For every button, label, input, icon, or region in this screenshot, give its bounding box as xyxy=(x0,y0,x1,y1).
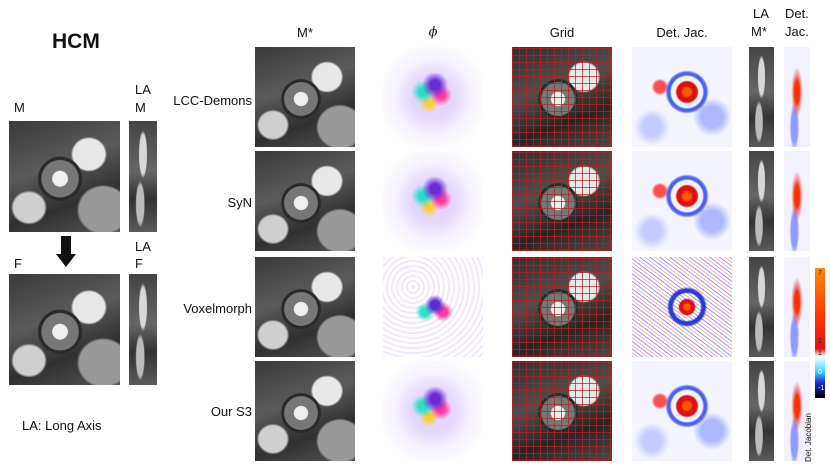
column-header-la-det-line1: Det. xyxy=(785,6,809,21)
column-header-grid: Grid xyxy=(549,25,575,40)
moving-image xyxy=(9,121,120,232)
column-header-warped: M* xyxy=(297,25,313,40)
column-header-la-warped-line2: M* xyxy=(751,24,767,39)
row4-det-jac-image xyxy=(632,361,732,461)
row4-la-warped-image xyxy=(749,361,774,461)
row1-la-warped-image xyxy=(749,47,774,147)
figure-title: HCM xyxy=(52,30,100,53)
fixed-image xyxy=(9,274,120,385)
row1-grid-image xyxy=(512,47,612,147)
row3-warped-image xyxy=(255,257,355,357)
row3-grid-image xyxy=(512,257,612,357)
row-label-our-s3: Our S3 xyxy=(210,404,252,419)
det-jacobian-colorbar xyxy=(815,268,825,398)
moving-label: M xyxy=(14,100,25,115)
row1-phi-image xyxy=(383,47,483,147)
colorbar-tick-7: 7 xyxy=(818,270,822,277)
la-fixed-label-line1: LA xyxy=(135,239,151,254)
column-header-det-jac: Det. Jac. xyxy=(656,25,708,40)
row2-warped-image xyxy=(255,151,355,251)
row4-warped-image xyxy=(255,361,355,461)
column-header-phi: ϕ xyxy=(428,25,438,40)
row-label-lcc-demons: LCC-Demons xyxy=(173,93,252,108)
colorbar-tick-1: 1 xyxy=(818,350,822,357)
row1-warped-image xyxy=(255,47,355,147)
la-moving-label-line1: LA xyxy=(135,82,151,97)
row2-phi-image xyxy=(383,151,483,251)
la-fixed-label-line2: F xyxy=(135,256,143,271)
row4-phi-image xyxy=(383,361,483,461)
row-label-syn: SyN xyxy=(227,195,252,210)
column-header-la-warped-line1: LA xyxy=(753,6,769,21)
footnote: LA: Long Axis xyxy=(22,418,102,433)
row2-la-warped-image xyxy=(749,151,774,251)
row2-det-jac-image xyxy=(632,151,732,251)
colorbar-tick-0: 0 xyxy=(818,369,822,376)
row4-la-det-image xyxy=(784,361,810,461)
la-fixed-image xyxy=(129,274,157,385)
row2-grid-image xyxy=(512,151,612,251)
la-moving-label-line2: M xyxy=(135,100,146,115)
colorbar-tick-2: 2 xyxy=(818,338,822,345)
colorbar-tick-neg1: -1 xyxy=(818,385,825,392)
colorbar-label: Det. Jacobian xyxy=(804,413,813,462)
fixed-label: F xyxy=(14,256,22,271)
row3-det-jac-image xyxy=(632,257,732,357)
arrow-head-icon xyxy=(56,254,76,267)
row4-grid-image xyxy=(512,361,612,461)
row3-phi-image xyxy=(383,257,483,357)
row1-det-jac-image xyxy=(632,47,732,147)
la-moving-image xyxy=(129,121,157,232)
arrow-down-icon xyxy=(61,236,71,256)
row2-la-det-image xyxy=(784,151,810,251)
row1-la-det-image xyxy=(784,47,810,147)
column-header-la-det-line2: Jac. xyxy=(785,24,809,39)
row3-la-warped-image xyxy=(749,257,774,357)
row3-la-det-image xyxy=(784,257,810,357)
row-label-voxelmorph: Voxelmorph xyxy=(183,301,252,316)
